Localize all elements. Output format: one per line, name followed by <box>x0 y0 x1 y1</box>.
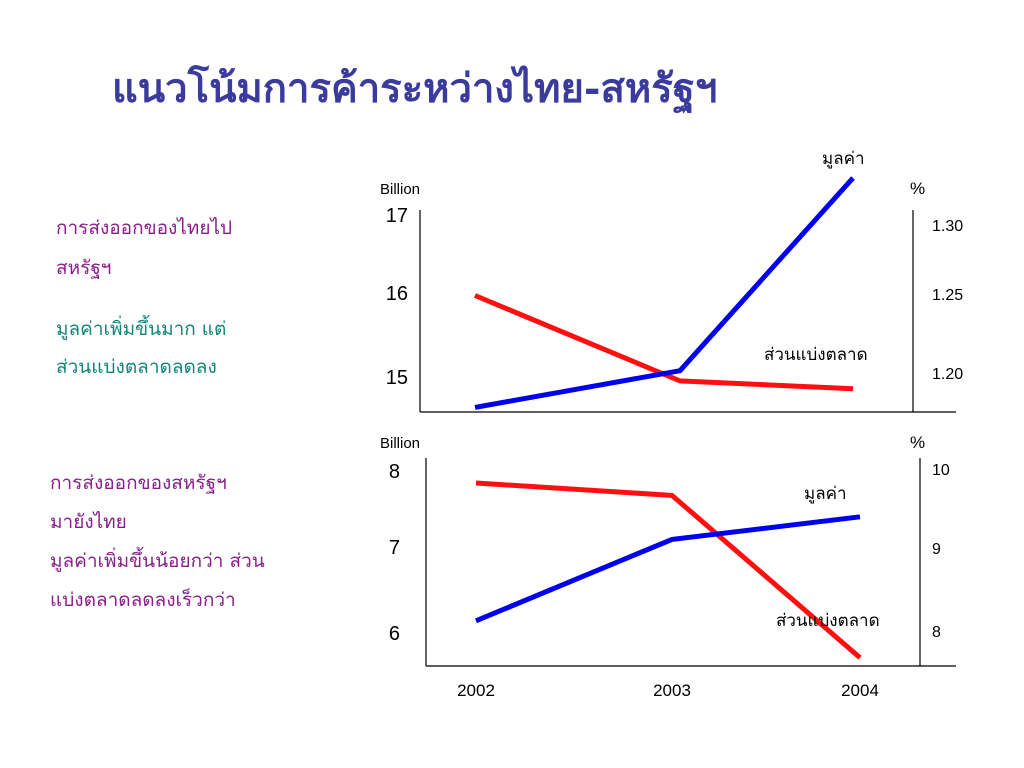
thai-exports-chart: Billion% 17 16 15 1.30 1.25 1.20 2002 2003 2004 มู… <box>380 149 963 426</box>
panel1-heading-line-2: สหรัฐฯ <box>56 257 112 279</box>
left-tick-label: 6 <box>389 623 400 645</box>
x-tick-label: 2002 <box>456 425 494 426</box>
right-axis-unit: % <box>910 433 925 452</box>
panel2-line-4: แบ่งตลาดลดลงเร็วกว่า <box>50 589 236 611</box>
panel1-heading: การส่งออกของไทยไป สหรัฐฯ <box>56 208 232 288</box>
x-tick-label: 2002 <box>457 681 495 700</box>
right-tick-label: 9 <box>932 541 941 558</box>
value-series-label: มูลค่า <box>804 484 847 504</box>
left-tick-label: 15 <box>386 367 408 389</box>
value-series-line <box>475 514 861 624</box>
left-tick-label: 16 <box>386 283 408 305</box>
right-tick-label: 1.20 <box>932 366 963 383</box>
panel2-line-2: มายังไทย <box>50 511 127 533</box>
value-series-label: มูลค่า <box>822 149 865 169</box>
panel2-line-1: การส่งออกของสหรัฐฯ <box>50 472 227 494</box>
x-tick-label: 2003 <box>661 425 699 426</box>
right-axis-unit: % <box>910 179 925 198</box>
panel1-note-line-1: มูลค่าเพิ่มขึ้นมาก แต่ <box>56 318 227 340</box>
right-tick-label: 8 <box>932 624 941 641</box>
left-axis-unit: Billion <box>380 181 420 198</box>
market-share-series-label: ส่วนแบ่งตลาด <box>776 611 880 631</box>
panel1-heading-line-1: การส่งออกของไทยไป <box>56 217 233 239</box>
left-tick-label: 17 <box>386 205 408 227</box>
right-tick-label: 1.30 <box>932 218 963 235</box>
panel1-note: มูลค่าเพิ่มขึ้นมาก แต่ ส่วนแบ่งตลาดลดลง <box>56 310 226 386</box>
left-tick-label: 8 <box>389 461 400 483</box>
x-tick-label: 2003 <box>653 681 691 700</box>
left-tick-label: 7 <box>389 537 400 559</box>
value-series-line <box>474 176 855 410</box>
panel2-text: การส่งออกของสหรัฐฯ มายังไทย มูลค่าเพิ่มข… <box>50 464 265 620</box>
right-tick-label: 1.25 <box>932 287 963 304</box>
panel2-line-3: มูลค่าเพิ่มขึ้นน้อยกว่า ส่วน <box>50 550 265 572</box>
panel1-note-line-2: ส่วนแบ่งตลาดลดลง <box>56 356 217 378</box>
market-share-series-label: ส่วนแบ่งตลาด <box>764 345 868 365</box>
market-share-series-line <box>474 293 854 392</box>
right-tick-label: 10 <box>932 462 950 479</box>
page-title: แนวโน้มการค้าระหว่างไทย-สหรัฐฯ <box>112 65 718 112</box>
us-exports-chart: Billion % 8 7 6 10 9 8 2002 2003 2004 มูลค่าส่วนแบ่… <box>380 433 956 700</box>
x-tick-label: 2004 <box>834 425 872 426</box>
x-tick-label: 2004 <box>841 681 879 700</box>
market-share-series-line <box>475 480 862 660</box>
left-axis-unit: Billion <box>380 435 420 452</box>
